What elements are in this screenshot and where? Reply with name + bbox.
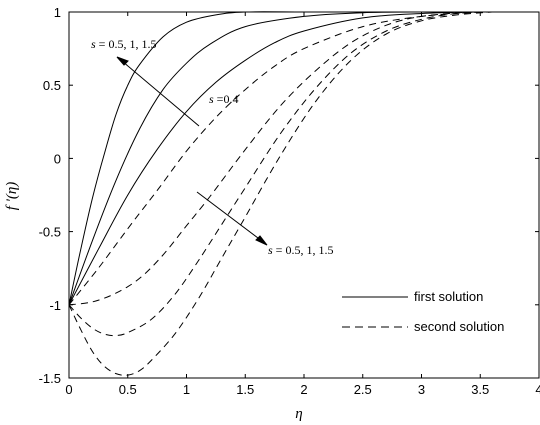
second-solution-line-4 — [68, 11, 539, 306]
y-tick-label: 0.5 — [43, 78, 61, 93]
arrow-second-solution — [196, 191, 263, 242]
x-tick-label: 4 — [535, 382, 540, 397]
first-solution-line-2 — [68, 11, 539, 305]
x-tick-label: 3.5 — [471, 382, 489, 397]
y-axis-label: f '(η) — [4, 182, 20, 211]
x-tick-label: 0.5 — [119, 382, 137, 397]
legend-second-solution: second solution — [414, 319, 504, 334]
first-solution-line-1 — [68, 11, 539, 305]
x-tick-label: 3 — [418, 382, 425, 397]
arrowhead-second-solution — [255, 235, 268, 246]
x-axis-label: η — [295, 406, 302, 422]
legend: first solution second solution — [342, 289, 504, 334]
y-tick-label: -1 — [49, 298, 61, 313]
y-tick-label: 1 — [54, 5, 61, 20]
plot-area — [68, 11, 540, 379]
first-solution-line-3 — [68, 11, 539, 306]
series-layer — [68, 11, 539, 376]
legend-first-solution: first solution — [414, 289, 483, 304]
ticks-layer: 0 0.5 1 1.5 2 2.5 3 3.5 4 1 0.5 0 -0.5 -1 -1.5 — [39, 5, 540, 397]
y-tick-label: -1.5 — [39, 371, 61, 386]
second-solution-line-5 — [68, 11, 539, 306]
y-tick-label: 0 — [54, 151, 61, 166]
x-tick-label: 1.5 — [236, 382, 254, 397]
x-tick-label: 2.5 — [354, 382, 372, 397]
annotation-second-solution: s = 0.5, 1, 1.5 — [268, 243, 333, 257]
x-tick-label: 2 — [300, 382, 307, 397]
arrowhead-first-solution — [116, 56, 129, 66]
annotation-first-solution: s = 0.5, 1, 1.5 — [91, 37, 156, 51]
arrow-first-solution — [121, 60, 200, 127]
x-tick-label: 0 — [65, 382, 72, 397]
annotation-s04: s =0.4 — [209, 92, 238, 106]
x-tick-label: 1 — [183, 382, 190, 397]
y-tick-label: -0.5 — [39, 225, 61, 240]
second-solution-line-7 — [68, 11, 539, 376]
annotation-arrows — [116, 56, 268, 246]
